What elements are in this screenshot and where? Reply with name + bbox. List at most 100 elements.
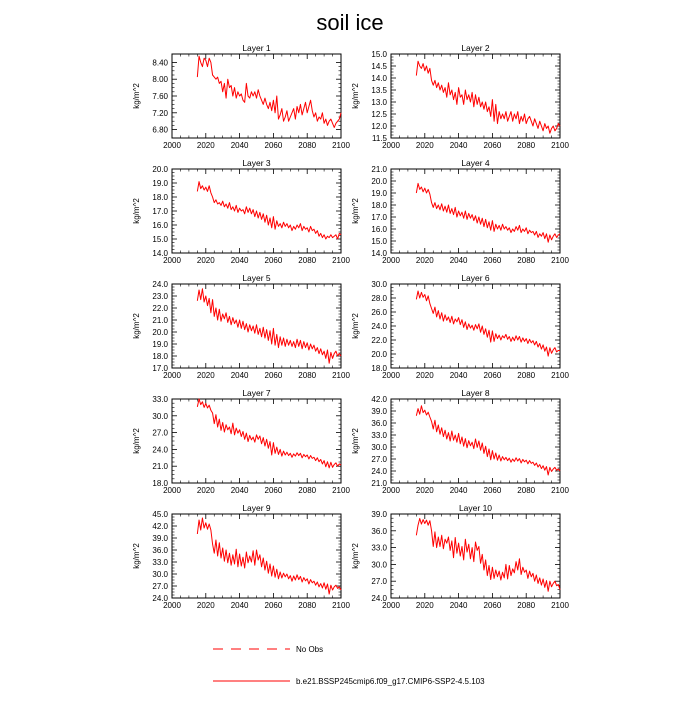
y-tick-label: 36.0 [371, 419, 387, 428]
panel-title: Layer 4 [461, 158, 490, 168]
y-tick-label: 28.0 [371, 294, 387, 303]
y-tick-label: 30.0 [371, 280, 387, 289]
x-tick-label: 2100 [551, 256, 569, 265]
x-tick-label: 2080 [298, 141, 316, 150]
x-tick-label: 2000 [382, 141, 400, 150]
y-tick-label: 12.5 [371, 110, 387, 119]
legend: No Obs b.e21.BSSP245cmip6.f09_g17.CMIP6-… [213, 645, 485, 686]
x-tick-label: 2040 [450, 601, 468, 610]
x-tick-label: 2040 [450, 141, 468, 150]
series-line [196, 181, 342, 240]
panel-layer-10: Layer 10 kg/m^2 2000 2020 2040 2060 2080 2100 24… [351, 503, 569, 610]
x-tick-label: 2000 [163, 256, 181, 265]
x-tick-label: 2020 [416, 486, 434, 495]
y-tick-label: 6.80 [152, 126, 168, 135]
x-tick-label: 2000 [163, 486, 181, 495]
y-tick-label: 27.0 [371, 577, 387, 586]
x-tick-label: 2040 [231, 486, 249, 495]
series-line [415, 60, 561, 134]
y-tick-label: 16.0 [152, 221, 168, 230]
legend-obs-label: No Obs [296, 645, 323, 654]
x-tick-label: 2040 [450, 486, 468, 495]
y-tick-label: 15.0 [371, 50, 387, 59]
x-tick-label: 2000 [382, 486, 400, 495]
x-tick-label: 2000 [382, 371, 400, 380]
legend-model-label: b.e21.BSSP245cmip6.f09_g17.CMIP6-SSP2-4.… [296, 677, 485, 686]
series-line [196, 55, 342, 128]
x-tick-label: 2020 [197, 256, 215, 265]
x-tick-label: 2020 [197, 486, 215, 495]
x-tick-label: 2060 [484, 256, 502, 265]
y-tick-label: 12.0 [371, 122, 387, 131]
panel-title: Layer 1 [242, 43, 271, 53]
x-tick-label: 2080 [298, 371, 316, 380]
y-tick-label: 24.0 [371, 322, 387, 331]
y-axis-label: kg/m^2 [351, 83, 360, 109]
y-tick-label: 30.0 [152, 412, 168, 421]
figure-title: soil ice [316, 10, 384, 35]
y-tick-label: 14.5 [371, 62, 387, 71]
plot-frame [390, 168, 561, 254]
y-tick-label: 14.0 [371, 249, 387, 258]
y-tick-label: 24.0 [371, 594, 387, 603]
y-tick-label: 19.0 [152, 340, 168, 349]
panel-title: Layer 9 [242, 503, 271, 513]
y-tick-label: 7.60 [152, 92, 168, 101]
x-tick-label: 2060 [484, 371, 502, 380]
y-tick-label: 21.0 [371, 165, 387, 174]
x-tick-label: 2080 [298, 486, 316, 495]
y-tick-label: 20.0 [371, 177, 387, 186]
x-tick-label: 2020 [416, 256, 434, 265]
y-tick-label: 39.0 [152, 534, 168, 543]
x-tick-label: 2080 [517, 371, 535, 380]
y-tick-label: 42.0 [371, 395, 387, 404]
series-line [196, 398, 342, 469]
x-tick-label: 2100 [332, 371, 350, 380]
x-tick-label: 2100 [551, 486, 569, 495]
y-tick-label: 23.0 [152, 292, 168, 301]
x-tick-label: 2060 [265, 256, 283, 265]
y-tick-label: 18.0 [152, 352, 168, 361]
y-tick-label: 27.0 [152, 582, 168, 591]
series-line [415, 290, 560, 357]
chart-panels: Layer 1 kg/m^2 2000 2020 2040 2060 2080 2100 6.8… [132, 43, 569, 610]
panel-title: Layer 8 [461, 388, 490, 398]
y-tick-label: 33.0 [152, 395, 168, 404]
y-tick-label: 17.0 [371, 213, 387, 222]
x-tick-label: 2080 [517, 141, 535, 150]
y-tick-label: 18.0 [371, 364, 387, 373]
x-tick-label: 2040 [450, 371, 468, 380]
panel-title: Layer 5 [242, 273, 271, 283]
plot-frame [171, 398, 342, 484]
y-tick-label: 20.0 [152, 328, 168, 337]
y-tick-label: 24.0 [152, 280, 168, 289]
y-tick-label: 36.0 [152, 546, 168, 555]
y-axis-label: kg/m^2 [351, 313, 360, 339]
panel-layer-9: Layer 9 kg/m^2 2000 2020 2040 2060 2080 2100 24.… [132, 503, 350, 610]
y-tick-label: 17.0 [152, 364, 168, 373]
y-axis-label: kg/m^2 [351, 198, 360, 224]
y-tick-label: 13.5 [371, 86, 387, 95]
x-tick-label: 2040 [450, 256, 468, 265]
y-tick-label: 11.5 [372, 134, 388, 143]
panel-layer-7: Layer 7 kg/m^2 2000 2020 2040 2060 2080 2100 18.… [132, 388, 350, 495]
y-tick-label: 8.00 [152, 75, 168, 84]
y-tick-label: 33.0 [371, 544, 387, 553]
x-tick-label: 2000 [163, 601, 181, 610]
x-tick-label: 2100 [551, 141, 569, 150]
x-tick-label: 2080 [298, 256, 316, 265]
x-tick-label: 2060 [265, 141, 283, 150]
y-tick-label: 36.0 [371, 527, 387, 536]
y-tick-label: 30.0 [152, 570, 168, 579]
panel-title: Layer 2 [461, 43, 490, 53]
y-tick-label: 39.0 [371, 510, 387, 519]
y-tick-label: 27.0 [152, 429, 168, 438]
y-tick-label: 24.0 [371, 467, 387, 476]
x-tick-label: 2000 [163, 141, 181, 150]
y-tick-label: 26.0 [371, 308, 387, 317]
x-tick-label: 2080 [517, 486, 535, 495]
x-tick-label: 2080 [298, 601, 316, 610]
y-tick-label: 15.0 [371, 237, 387, 246]
y-tick-label: 30.0 [371, 443, 387, 452]
